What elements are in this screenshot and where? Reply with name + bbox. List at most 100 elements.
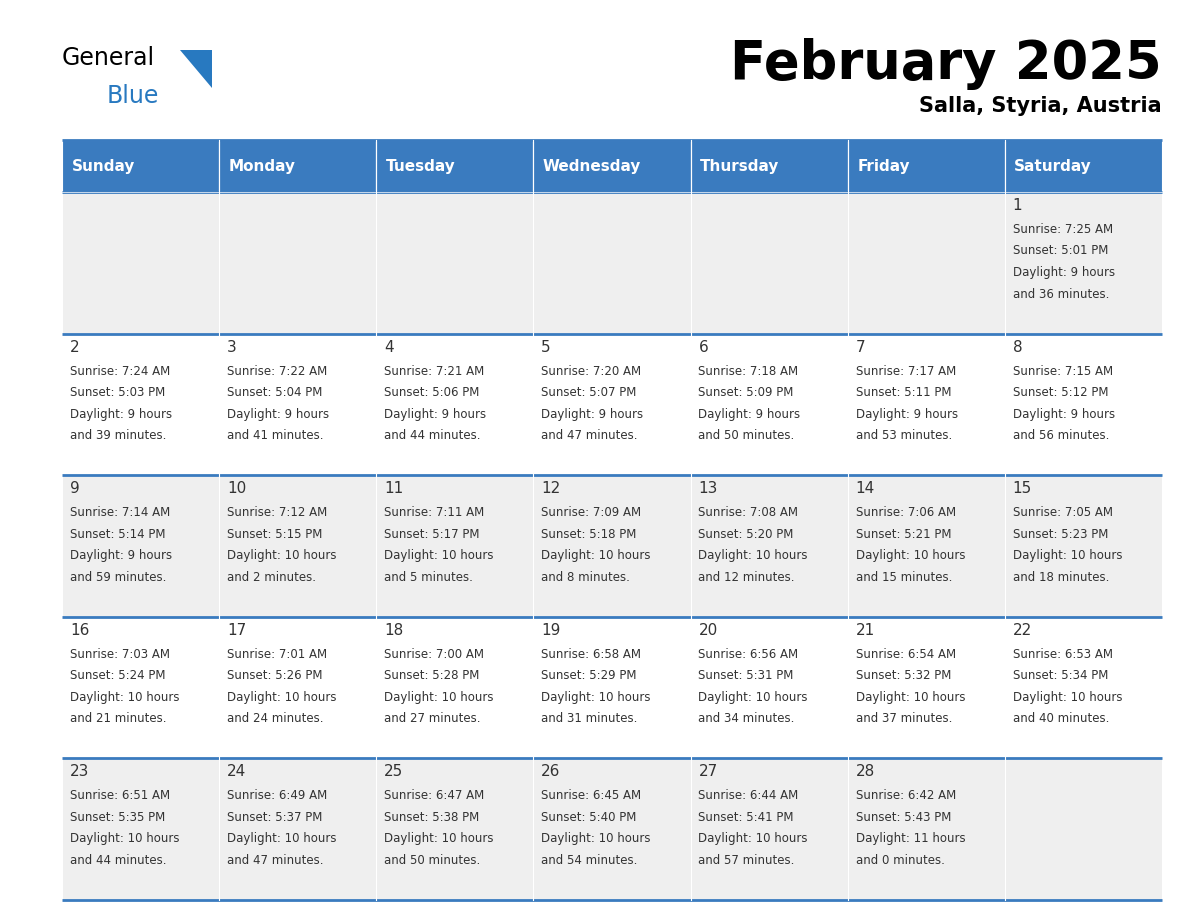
Text: 15: 15 [1012,481,1032,497]
Text: 26: 26 [542,765,561,779]
Text: Daylight: 9 hours: Daylight: 9 hours [227,408,329,420]
Text: Sunset: 5:24 PM: Sunset: 5:24 PM [70,669,165,682]
Text: 2: 2 [70,340,80,354]
Text: Daylight: 10 hours: Daylight: 10 hours [855,549,965,562]
Bar [690,140,848,192]
Text: and 21 minutes.: and 21 minutes. [70,712,166,725]
Text: Daylight: 9 hours: Daylight: 9 hours [384,408,486,420]
Text: Daylight: 9 hours: Daylight: 9 hours [70,408,172,420]
Text: Sunrise: 7:21 AM: Sunrise: 7:21 AM [384,364,485,377]
Text: Sunrise: 6:42 AM: Sunrise: 6:42 AM [855,789,956,802]
Text: Sunrise: 7:03 AM: Sunrise: 7:03 AM [70,648,170,661]
Text: and 8 minutes.: and 8 minutes. [542,571,630,584]
Bar [848,476,1005,617]
Text: 24: 24 [227,765,246,779]
Text: Tuesday: Tuesday [386,159,455,174]
Text: Sunset: 5:29 PM: Sunset: 5:29 PM [542,669,637,682]
Text: Sunrise: 7:11 AM: Sunrise: 7:11 AM [384,506,485,520]
Text: Blue: Blue [107,84,159,108]
Text: and 34 minutes.: and 34 minutes. [699,712,795,725]
Text: and 53 minutes.: and 53 minutes. [855,429,952,442]
Bar [533,617,690,758]
Text: Sunset: 5:38 PM: Sunset: 5:38 PM [384,811,480,823]
Text: Sunset: 5:03 PM: Sunset: 5:03 PM [70,386,165,399]
Polygon shape [181,50,211,88]
Text: Sunrise: 7:09 AM: Sunrise: 7:09 AM [542,506,642,520]
Text: and 27 minutes.: and 27 minutes. [384,712,481,725]
Text: Sunrise: 7:17 AM: Sunrise: 7:17 AM [855,364,956,377]
Bar [690,476,848,617]
Bar [1005,140,1162,192]
Text: Sunset: 5:04 PM: Sunset: 5:04 PM [227,386,322,399]
Text: Sunset: 5:23 PM: Sunset: 5:23 PM [1012,528,1108,541]
Text: and 44 minutes.: and 44 minutes. [384,429,481,442]
Text: Sunrise: 6:58 AM: Sunrise: 6:58 AM [542,648,642,661]
Text: 19: 19 [542,622,561,638]
Text: and 37 minutes.: and 37 minutes. [855,712,952,725]
Text: 3: 3 [227,340,236,354]
Text: Sunset: 5:32 PM: Sunset: 5:32 PM [855,669,950,682]
Text: Friday: Friday [858,159,910,174]
Text: Sunset: 5:28 PM: Sunset: 5:28 PM [384,669,480,682]
Bar [848,758,1005,900]
Bar [219,333,377,476]
Text: and 5 minutes.: and 5 minutes. [384,571,473,584]
Text: 5: 5 [542,340,551,354]
Text: Monday: Monday [228,159,296,174]
Text: Daylight: 10 hours: Daylight: 10 hours [699,691,808,704]
Text: and 57 minutes.: and 57 minutes. [699,854,795,867]
Text: Daylight: 10 hours: Daylight: 10 hours [699,833,808,845]
Bar [848,617,1005,758]
Text: Sunrise: 6:47 AM: Sunrise: 6:47 AM [384,789,485,802]
Text: Sunday: Sunday [71,159,134,174]
Text: Sunrise: 6:54 AM: Sunrise: 6:54 AM [855,648,955,661]
Bar [377,192,533,333]
Text: Sunset: 5:17 PM: Sunset: 5:17 PM [384,528,480,541]
Text: Sunset: 5:26 PM: Sunset: 5:26 PM [227,669,322,682]
Text: 16: 16 [70,622,89,638]
Text: Sunrise: 7:00 AM: Sunrise: 7:00 AM [384,648,485,661]
Bar [533,758,690,900]
Text: Sunset: 5:43 PM: Sunset: 5:43 PM [855,811,950,823]
Text: 27: 27 [699,765,718,779]
Text: Sunrise: 7:15 AM: Sunrise: 7:15 AM [1012,364,1113,377]
Text: Sunrise: 7:25 AM: Sunrise: 7:25 AM [1012,223,1113,236]
Text: 6: 6 [699,340,708,354]
Bar [533,333,690,476]
Text: Sunrise: 7:01 AM: Sunrise: 7:01 AM [227,648,327,661]
Bar [62,333,219,476]
Bar [690,192,848,333]
Bar [219,617,377,758]
Text: Sunset: 5:12 PM: Sunset: 5:12 PM [1012,386,1108,399]
Text: 13: 13 [699,481,718,497]
Text: Sunrise: 7:05 AM: Sunrise: 7:05 AM [1012,506,1113,520]
Text: Daylight: 10 hours: Daylight: 10 hours [542,691,651,704]
Text: Sunrise: 6:49 AM: Sunrise: 6:49 AM [227,789,327,802]
Text: Daylight: 10 hours: Daylight: 10 hours [70,833,179,845]
Text: Sunrise: 6:44 AM: Sunrise: 6:44 AM [699,789,798,802]
Text: Daylight: 9 hours: Daylight: 9 hours [542,408,644,420]
Bar [377,476,533,617]
Text: Sunset: 5:11 PM: Sunset: 5:11 PM [855,386,952,399]
Text: Sunset: 5:41 PM: Sunset: 5:41 PM [699,811,794,823]
Text: 17: 17 [227,622,246,638]
Text: Daylight: 10 hours: Daylight: 10 hours [227,833,336,845]
Text: and 40 minutes.: and 40 minutes. [1012,712,1110,725]
Text: and 50 minutes.: and 50 minutes. [384,854,480,867]
Text: Daylight: 10 hours: Daylight: 10 hours [227,549,336,562]
Text: Daylight: 10 hours: Daylight: 10 hours [1012,691,1123,704]
Text: 7: 7 [855,340,865,354]
Bar [848,140,1005,192]
Text: Sunset: 5:18 PM: Sunset: 5:18 PM [542,528,637,541]
Text: 22: 22 [1012,622,1032,638]
Text: 4: 4 [384,340,393,354]
Bar [848,333,1005,476]
Text: Sunrise: 6:56 AM: Sunrise: 6:56 AM [699,648,798,661]
Bar [219,140,377,192]
Text: Daylight: 9 hours: Daylight: 9 hours [1012,266,1114,279]
Text: Daylight: 9 hours: Daylight: 9 hours [699,408,801,420]
Text: and 39 minutes.: and 39 minutes. [70,429,166,442]
Text: Sunrise: 7:20 AM: Sunrise: 7:20 AM [542,364,642,377]
Text: Daylight: 10 hours: Daylight: 10 hours [542,549,651,562]
Text: Daylight: 10 hours: Daylight: 10 hours [384,691,494,704]
